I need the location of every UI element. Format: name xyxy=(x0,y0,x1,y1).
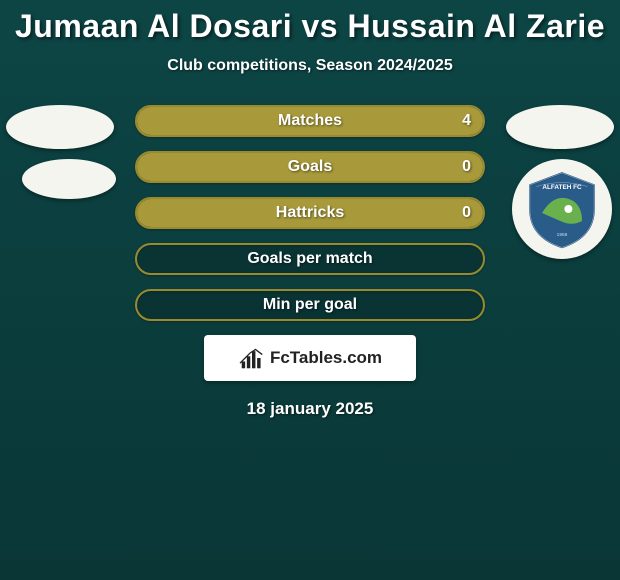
bar-label: Hattricks xyxy=(276,204,344,222)
bar-value: 0 xyxy=(462,158,471,176)
club-logo-left-2 xyxy=(22,159,116,199)
shield-icon: ALFATEH FC 1958 xyxy=(522,169,602,249)
stat-bar-hattricks: Hattricks 0 xyxy=(135,197,485,229)
stat-bar-matches: Matches 4 xyxy=(135,105,485,137)
bar-label: Goals per match xyxy=(247,250,372,268)
alfateh-fc-badge: ALFATEH FC 1958 xyxy=(512,159,612,259)
club-logo-right-1 xyxy=(506,105,614,149)
bar-label: Matches xyxy=(278,112,342,130)
stat-bar-goals: Goals 0 xyxy=(135,151,485,183)
brand-box: FcTables.com xyxy=(204,335,416,381)
bar-chart-icon xyxy=(238,346,266,370)
stat-bar-goals-per-match: Goals per match xyxy=(135,243,485,275)
brand-text: FcTables.com xyxy=(270,348,382,368)
snapshot-date: 18 january 2025 xyxy=(0,399,620,419)
bar-label: Min per goal xyxy=(263,296,357,314)
bar-label: Goals xyxy=(288,158,332,176)
club-logo-left-1 xyxy=(6,105,114,149)
svg-text:ALFATEH FC: ALFATEH FC xyxy=(542,184,582,191)
bar-value: 4 xyxy=(462,112,471,130)
comparison-title: Jumaan Al Dosari vs Hussain Al Zarie xyxy=(0,0,620,45)
comparison-content: ALFATEH FC 1958 Matches 4 Goals 0 Hattri… xyxy=(0,105,620,419)
stat-bar-min-per-goal: Min per goal xyxy=(135,289,485,321)
comparison-subtitle: Club competitions, Season 2024/2025 xyxy=(0,57,620,75)
svg-text:1958: 1958 xyxy=(557,232,568,238)
stat-bars: Matches 4 Goals 0 Hattricks 0 Goals per … xyxy=(135,105,485,321)
bar-value: 0 xyxy=(462,204,471,222)
